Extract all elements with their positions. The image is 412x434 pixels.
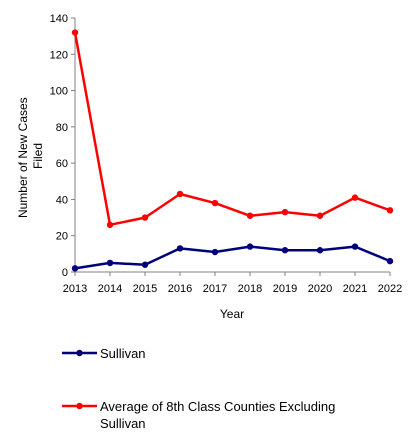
legend: Sullivan Average of 8th Class Counties E… <box>62 346 339 431</box>
legend-entry-average: Average of 8th Class Counties Excluding … <box>62 399 339 431</box>
x-tick-label: 2014 <box>98 283 122 295</box>
x-axis-ticks: 2013 2014 2015 2016 2017 2018 2019 2020 2021 2022 <box>63 272 402 295</box>
data-point-sullivan <box>176 245 184 252</box>
x-tick-label: 2021 <box>343 283 367 295</box>
legend-label-sullivan: Sullivan <box>100 346 146 361</box>
data-point-sullivan <box>281 247 289 254</box>
data-point-sullivan <box>211 248 219 256</box>
data-point-average <box>176 190 184 198</box>
data-point-sullivan <box>351 243 359 250</box>
data-point-sullivan <box>246 243 254 250</box>
series-group <box>71 29 394 272</box>
data-point-average <box>351 194 359 201</box>
y-axis-ticks: 0 20 40 60 80 100 120 140 <box>50 13 75 279</box>
y-tick-label: 100 <box>50 86 68 98</box>
x-tick-label: 2016 <box>168 283 192 295</box>
legend-label-average-line-1: Average of 8th Class Counties Excluding <box>100 399 335 414</box>
data-point-average <box>106 221 114 229</box>
x-tick-label: 2019 <box>273 283 297 295</box>
y-tick-label: 140 <box>50 13 68 25</box>
x-tick-label: 2018 <box>238 283 262 295</box>
data-point-average <box>316 212 324 219</box>
data-point-sullivan <box>141 261 149 268</box>
data-point-average <box>211 199 219 207</box>
data-point-average <box>246 212 254 219</box>
data-point-average <box>281 208 289 216</box>
y-axis-title-line-1: Number of New Cases <box>16 97 30 218</box>
x-tick-label: 2015 <box>133 283 157 295</box>
x-axis-title: Year <box>220 307 244 321</box>
series-line-average <box>73 32 391 227</box>
y-tick-label: 40 <box>56 194 68 206</box>
y-tick-label: 120 <box>50 49 68 61</box>
x-tick-label: 2017 <box>203 283 227 295</box>
x-tick-label: 2020 <box>308 283 332 295</box>
data-point-sullivan <box>316 247 324 254</box>
y-tick-label: 80 <box>56 122 68 134</box>
data-point-average <box>386 207 394 214</box>
data-point-average <box>71 29 79 36</box>
legend-entry-sullivan: Sullivan <box>62 346 146 361</box>
data-point-sullivan <box>386 257 394 265</box>
y-tick-label: 0 <box>62 267 68 279</box>
legend-swatch-marker-average <box>76 402 83 410</box>
y-axis-title-line-2: Filed <box>31 143 45 169</box>
y-axis-title: Number of New Cases Filed <box>16 94 45 218</box>
legend-label-average-line-2: Sullivan <box>100 416 146 431</box>
y-tick-label: 60 <box>56 158 68 170</box>
data-point-sullivan <box>106 259 114 267</box>
legend-swatch-marker-sullivan <box>76 349 83 357</box>
series-line-sullivan <box>74 245 391 270</box>
y-tick-label: 20 <box>56 231 68 243</box>
x-tick-label: 2013 <box>63 283 87 295</box>
data-point-sullivan <box>71 265 79 272</box>
legend-label-average: Average of 8th Class Counties Excluding … <box>100 399 339 431</box>
data-point-average <box>141 214 149 221</box>
x-tick-label: 2022 <box>378 283 402 295</box>
